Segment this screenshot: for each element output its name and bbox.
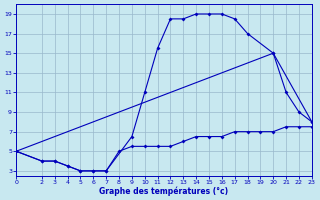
X-axis label: Graphe des températures (°c): Graphe des températures (°c) — [100, 186, 228, 196]
